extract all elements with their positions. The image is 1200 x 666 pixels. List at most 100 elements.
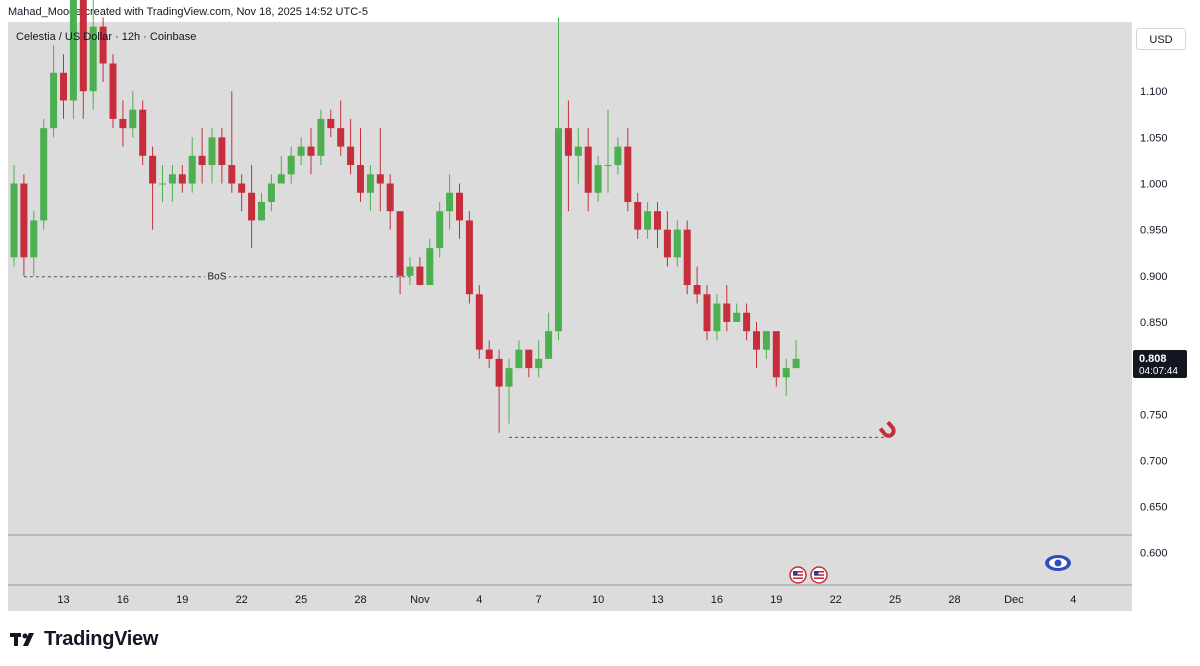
- candle-31: [317, 109, 325, 166]
- candle-body: [792, 358, 800, 369]
- candle-5: [60, 54, 67, 119]
- brand-footer: TradingView: [10, 628, 158, 651]
- candle-36: [366, 165, 374, 212]
- candle-body: [30, 220, 38, 258]
- currency-button[interactable]: USD: [1136, 28, 1186, 50]
- tradingview-logo-icon: [10, 632, 34, 646]
- candle-body: [386, 183, 394, 212]
- candle-body: [772, 331, 780, 378]
- price-tick-6: 0.900: [1140, 271, 1168, 283]
- eye-icon: [1045, 555, 1071, 571]
- candle-2: [30, 211, 38, 276]
- candle-52: [525, 349, 533, 378]
- candle-75: [753, 321, 760, 369]
- candle-27: [277, 155, 285, 184]
- time-tick-16: Dec: [1004, 594, 1024, 606]
- candle-24: [248, 165, 256, 249]
- candle-body: [317, 118, 325, 156]
- candle-body: [50, 72, 58, 129]
- candle-body: [366, 174, 374, 193]
- candle-body: [525, 349, 533, 369]
- price-tick-10: 1.100: [1140, 86, 1168, 98]
- price-axis[interactable]: [1132, 22, 1192, 585]
- time-axis[interactable]: [8, 585, 1132, 611]
- candle-76: [762, 331, 770, 359]
- candle-55: [555, 17, 562, 341]
- candle-58: [584, 128, 592, 212]
- candle-54: [545, 312, 553, 359]
- candle-43: [436, 201, 444, 258]
- candle-38: [386, 174, 394, 230]
- price-tick-0: 0.600: [1140, 548, 1168, 560]
- candle-23: [238, 174, 246, 212]
- candle-body: [347, 146, 355, 166]
- time-tick-2: 19: [176, 594, 188, 606]
- candle-30: [307, 128, 315, 175]
- candle-body: [396, 211, 404, 276]
- candle-body: [20, 183, 28, 258]
- candle-73: [733, 303, 741, 322]
- candle-body: [604, 165, 612, 167]
- candle-48: [485, 340, 493, 369]
- time-tick-4: 25: [295, 594, 307, 606]
- candle-25: [258, 192, 265, 221]
- candle-14: [149, 146, 157, 230]
- candle-body: [446, 192, 454, 212]
- axis-corner: [1132, 585, 1192, 611]
- candle-13: [139, 100, 147, 166]
- price-tick-5: 0.850: [1140, 317, 1168, 329]
- candle-65: [654, 201, 661, 249]
- time-tick-17: 4: [1070, 594, 1076, 606]
- candle-body: [109, 63, 117, 119]
- candle-body: [723, 303, 731, 322]
- brand-name: TradingView: [44, 628, 159, 650]
- time-tick-10: 13: [651, 594, 663, 606]
- flag-icon-us-2: [810, 566, 828, 584]
- symbol-legend[interactable]: Celestia / US Dollar · 12h · Coinbase: [16, 31, 197, 43]
- candle-body: [297, 146, 305, 156]
- candle-body: [644, 211, 652, 230]
- candle-body: [594, 165, 602, 193]
- candle-body: [69, 0, 77, 101]
- candle-body: [218, 137, 226, 166]
- candle-body: [307, 146, 315, 156]
- price-tick-9: 1.050: [1140, 132, 1168, 144]
- candle-body: [238, 183, 246, 193]
- candle-0: [10, 165, 18, 267]
- candle-body: [703, 294, 711, 332]
- candle-15: [159, 165, 166, 202]
- chart-pane[interactable]: [8, 22, 1132, 585]
- candle-12: [129, 91, 137, 138]
- candle-60: [604, 109, 612, 193]
- candle-32: [327, 109, 335, 138]
- time-tick-12: 19: [770, 594, 782, 606]
- time-tick-8: 7: [536, 594, 542, 606]
- candle-53: [535, 340, 543, 378]
- candle-1: [20, 174, 28, 276]
- candle-body: [614, 146, 622, 166]
- time-tick-1: 16: [117, 594, 129, 606]
- candle-body: [713, 303, 721, 332]
- candles: [10, 0, 800, 433]
- candle-body: [248, 192, 256, 221]
- candle-33: [337, 100, 345, 156]
- price-tick-2: 0.700: [1140, 455, 1168, 467]
- candle-72: [723, 285, 731, 332]
- candle-35: [357, 128, 364, 202]
- candle-21: [218, 128, 226, 184]
- candle-body: [228, 165, 236, 184]
- current-price: 0.808: [1139, 353, 1167, 365]
- candle-34: [347, 118, 355, 175]
- price-tick-8: 1.000: [1140, 179, 1168, 191]
- candle-body: [505, 368, 513, 387]
- candle-body: [258, 201, 265, 221]
- candle-body: [456, 192, 463, 221]
- candle-28: [287, 146, 295, 184]
- candle-body: [119, 118, 127, 129]
- candle-16: [168, 165, 176, 202]
- candle-body: [178, 174, 186, 184]
- candle-46: [465, 211, 473, 304]
- price-tick-1: 0.650: [1140, 502, 1168, 514]
- candle-9: [99, 17, 107, 82]
